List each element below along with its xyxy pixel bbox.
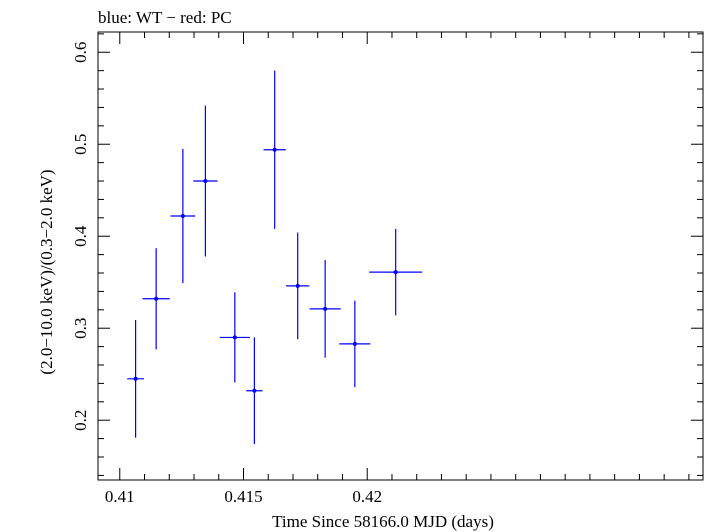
x-tick-label: 0.41 [105,487,135,506]
data-point [263,70,286,229]
point-marker [203,179,208,184]
point-marker [180,213,185,218]
data-point [286,232,310,340]
point-marker [295,283,300,288]
data-point [127,319,145,438]
point-marker [252,388,257,393]
data-point [309,260,341,358]
point-marker [352,341,357,346]
data-points [127,70,423,445]
data-point [193,105,218,257]
tick-labels: 0.41 0.415 0.42 0.2 0.3 0.4 0.5 0.6 [71,42,382,506]
data-point [246,337,263,445]
x-axis-label: Time Since 58166.0 MJD (days) [272,512,494,531]
point-marker [323,306,328,311]
data-point [369,228,423,316]
y-tick-label: 0.2 [71,410,90,431]
y-tick-label: 0.3 [71,318,90,339]
point-marker [393,270,398,275]
y-tick-label: 0.6 [71,42,90,63]
tick-marks [98,32,703,480]
x-tick-label: 0.42 [352,487,382,506]
data-point [142,248,170,350]
chart-title: blue: WT − red: PC [98,8,232,27]
data-point [339,300,371,388]
plot-frame [97,31,704,481]
y-tick-label: 0.4 [71,225,90,247]
point-marker [154,296,159,301]
x-tick-label: 0.415 [224,487,262,506]
data-point [170,148,196,284]
point-marker [133,376,138,381]
y-tick-label: 0.5 [71,134,90,155]
point-marker [232,335,237,340]
data-point [219,292,250,383]
y-axis-label: (2.0−10.0 keV)/(0.3−2.0 keV) [37,169,56,374]
point-marker [272,147,277,152]
